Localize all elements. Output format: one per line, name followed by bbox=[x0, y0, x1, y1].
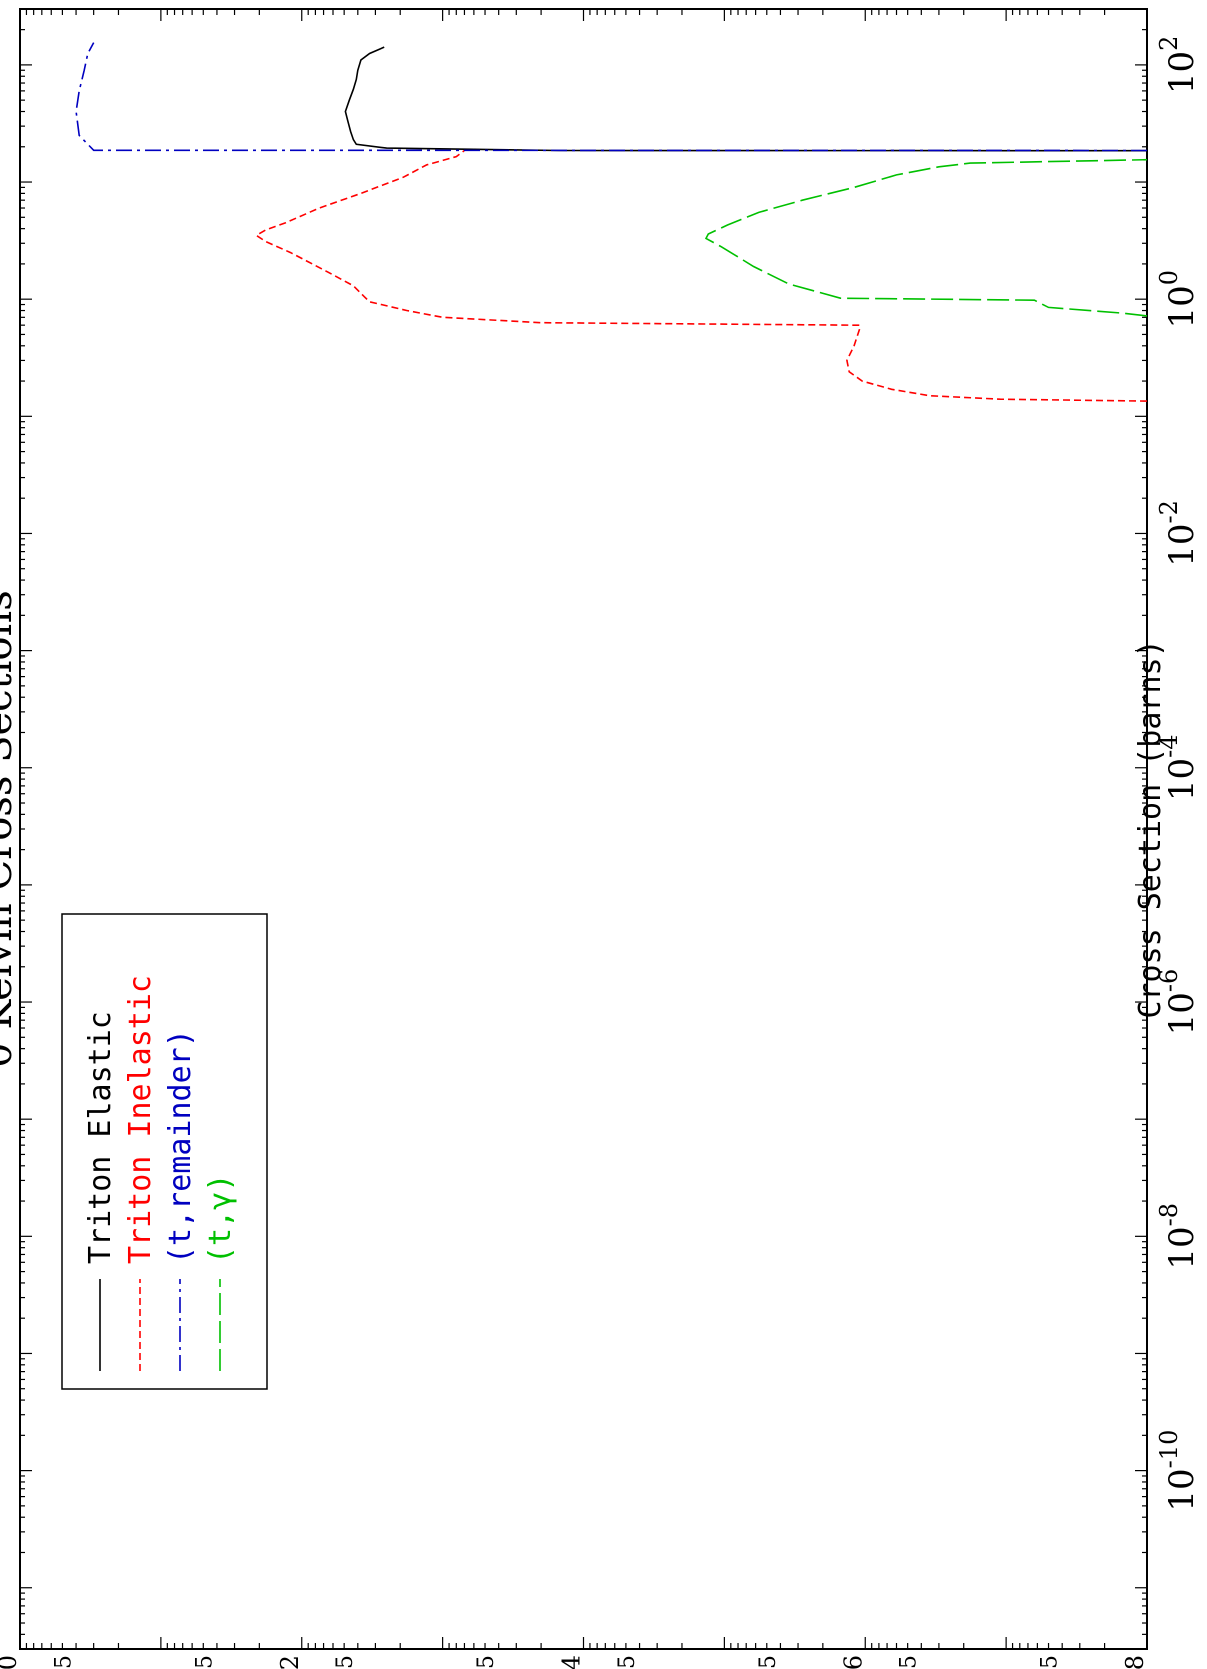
y-tick-label: 10-4 bbox=[558, 1655, 605, 1669]
chart-title: 0 Kelvin Cross Sections bbox=[0, 590, 21, 1068]
y-minor-label: 5 bbox=[51, 1655, 76, 1669]
y-axis-ticks: 100 10-2 10-4 10-6 10-8 5 5 5 5 5 5 5 5 bbox=[0, 9, 1168, 1669]
series-line bbox=[704, 158, 1148, 317]
series-line bbox=[75, 42, 1148, 152]
y-minor-label: 5 bbox=[333, 1655, 358, 1669]
y-axis-label: Cross Section (barns) bbox=[1133, 639, 1168, 1018]
series-line bbox=[344, 46, 1148, 152]
y-minor-label: 5 bbox=[756, 1655, 781, 1669]
y-minor-label: 5 bbox=[1038, 1655, 1063, 1669]
plot-frame bbox=[19, 8, 1148, 1650]
x-tick-label: 10-4 bbox=[1155, 734, 1202, 801]
x-axis-ticks: 10-10 10-8 10-6 10-4 10-2 100 102 bbox=[20, 8, 1202, 1650]
legend-label: Triton Inelastic bbox=[123, 975, 158, 1264]
legend: Triton Elastic Triton Inelastic (t,remaind… bbox=[61, 913, 268, 1390]
y-minor-label: 5 bbox=[615, 1655, 640, 1669]
series-lines bbox=[75, 42, 1148, 402]
x-tick-label: 100 bbox=[1155, 270, 1202, 329]
y-tick-label: 10-6 bbox=[839, 1655, 886, 1669]
legend-box bbox=[61, 913, 268, 1390]
y-tick-label: 10-8 bbox=[1121, 1655, 1168, 1669]
legend-label: Triton Elastic bbox=[83, 1011, 118, 1264]
x-tick-label: 10-8 bbox=[1155, 1203, 1202, 1270]
y-tick-label: 10-2 bbox=[276, 1655, 323, 1669]
y-minor-label: 5 bbox=[897, 1655, 922, 1669]
x-tick-label: 10-10 bbox=[1155, 1430, 1202, 1512]
y-minor-label: 5 bbox=[192, 1655, 217, 1669]
x-tick-label: 10-6 bbox=[1155, 969, 1202, 1036]
y-minor-label: 5 bbox=[474, 1655, 499, 1669]
x-tick-label: 10-2 bbox=[1155, 500, 1202, 567]
x-tick-label: 102 bbox=[1155, 36, 1202, 95]
y-tick-label: 100 bbox=[0, 1655, 41, 1669]
series-line bbox=[254, 149, 1148, 402]
legend-label: (t,remainder) bbox=[163, 1029, 198, 1264]
legend-label: (t,γ) bbox=[203, 1174, 238, 1264]
